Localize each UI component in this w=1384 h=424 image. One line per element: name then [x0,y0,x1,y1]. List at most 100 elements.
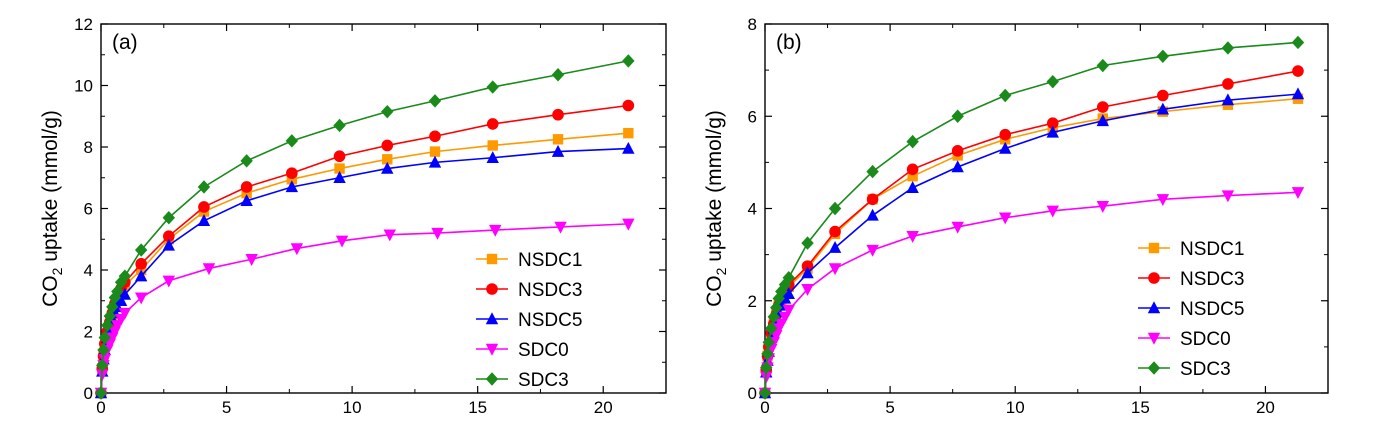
data-point [96,358,109,373]
data-point [758,386,772,400]
data-point [951,160,964,173]
legend-marker [485,343,499,356]
legend-item: NSDC3 [476,280,582,301]
chart-panel-b: 0 5 10 15 20 0 2 4 6 8 CO2 uptake (mmol/g) (b) NSDC1… [703,15,1329,417]
data-point [1291,35,1305,50]
y-axis-label: CO2 uptake (mmol/g) [39,110,65,307]
data-point [765,321,778,336]
data-point [431,227,444,240]
data-point [486,151,499,163]
data-point [1221,41,1235,55]
data-point [162,275,175,288]
x-tick-label: 5 [885,398,894,417]
data-point [782,270,795,285]
data-point [335,235,349,248]
data-point [1157,89,1169,102]
data-point [999,212,1012,225]
series-line [100,147,629,394]
data-point [1291,187,1305,200]
data-point [1221,93,1235,106]
data-point [828,201,842,216]
data-point [198,201,210,213]
data-point [829,225,841,238]
data-point [285,180,299,193]
series-sdc3 [758,35,1305,400]
series-line [764,41,1299,394]
data-point [782,287,795,300]
legend-item: SDC3 [1138,359,1231,380]
data-point [906,134,919,149]
data-point [554,221,567,234]
y-tick-label: 12 [74,15,93,34]
x-tick-label: 0 [96,398,105,417]
data-point [951,221,964,234]
data-point [782,304,795,317]
legend-marker [1147,301,1161,314]
data-point [1222,78,1234,90]
y-tick-label: 6 [84,200,93,219]
data-point [429,130,441,143]
legend-label: NSDC1 [518,250,582,271]
x-tick-label: 15 [468,398,487,417]
data-point [333,150,346,163]
legend-marker [1148,272,1160,284]
series-line [100,60,629,394]
data-point [118,307,132,320]
legend-label: NSDC5 [1180,299,1244,320]
y-tick-label: 8 [84,138,93,157]
data-point [1046,117,1059,129]
legend-marker [1147,332,1161,345]
data-point [1096,58,1109,73]
data-point [381,139,394,152]
legend-item: SDC0 [476,340,569,361]
panel-label: (b) [776,31,802,54]
legend-label: NSDC3 [1180,269,1244,290]
y-tick-label: 4 [748,200,757,219]
data-point [866,208,879,221]
data-point [801,260,814,272]
legend-marker [1148,242,1160,254]
data-point [551,68,565,82]
data-point [240,154,253,168]
data-point [1156,194,1170,206]
data-point [760,360,773,375]
data-point [1097,101,1109,113]
data-point [114,294,128,306]
data-point [1156,102,1170,115]
data-point [333,171,346,183]
data-point [552,108,564,121]
data-point [98,353,111,366]
data-point [285,134,299,148]
data-point [1156,49,1170,63]
data-point [767,310,780,324]
data-point [163,230,175,242]
legend-marker [486,283,498,295]
data-point [162,211,175,225]
data-point [486,80,499,94]
y-tick-label: 10 [74,77,93,96]
data-point [622,99,635,112]
legend-marker [485,372,499,386]
legend-label: SDC3 [1180,359,1231,380]
data-point [94,386,108,400]
data-point [245,254,258,266]
x-tick-label: 0 [760,398,769,417]
legend-label: SDC0 [518,340,569,361]
y-tick-label: 2 [748,292,757,311]
x-tick-label: 10 [1006,398,1025,417]
data-point [103,309,116,323]
data-point [97,343,110,357]
data-point [1291,87,1305,100]
data-point [428,94,442,108]
y-tick-label: 6 [748,107,757,126]
y-tick-label: 2 [84,323,93,342]
legend-item: NSDC5 [1138,299,1244,320]
legend-item: NSDC3 [1138,269,1244,290]
data-point [778,277,792,292]
data-point [202,263,216,276]
y-tick-label: 0 [84,384,93,403]
y-axis-label: CO2 uptake (mmol/g) [703,110,729,307]
data-point [286,174,298,185]
data-point [1046,74,1059,89]
legend-label: SDC0 [1180,329,1231,350]
